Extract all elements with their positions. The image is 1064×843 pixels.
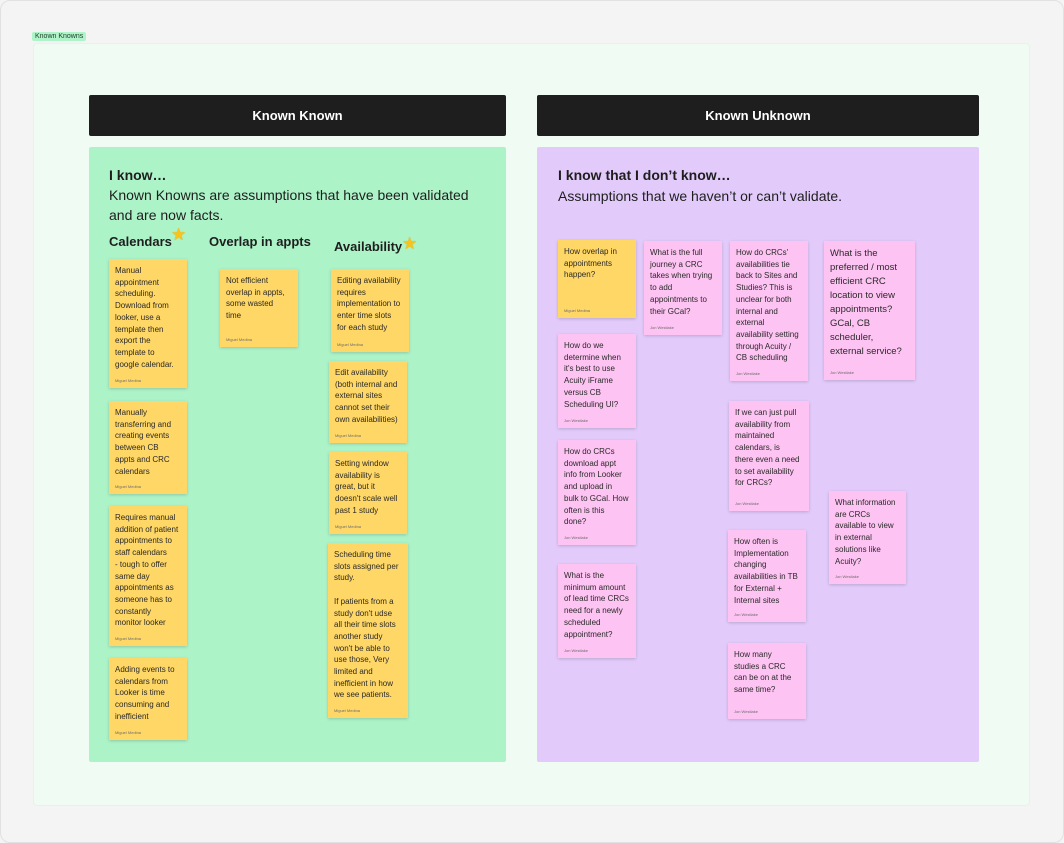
sticky-author: Miguel Medina xyxy=(564,308,591,313)
column-heading-availability: Availability xyxy=(334,239,403,254)
sticky-note[interactable]: If we can just pull availability from ma… xyxy=(729,401,809,511)
sticky-text: Setting window availability is great, bu… xyxy=(335,459,398,515)
header-known-known[interactable]: Known Known xyxy=(89,95,506,136)
panel-heading-unknown: I know that I don’t know… xyxy=(558,167,731,183)
section-label[interactable]: Known Knowns xyxy=(32,32,87,41)
sticky-author: Jon Westlake xyxy=(734,612,758,617)
sticky-note[interactable]: Editing availability requires implementa… xyxy=(331,269,409,352)
sticky-note[interactable]: Scheduling time slots assigned per study… xyxy=(328,543,408,718)
sticky-text: Edit availability (both internal and ext… xyxy=(335,368,398,424)
sticky-text: Manually transferring and creating event… xyxy=(115,408,172,476)
sticky-text: What is the full journey a CRC takes whe… xyxy=(650,248,713,316)
sticky-text: How overlap in appointments happen? xyxy=(564,247,617,280)
sticky-note[interactable]: What is the minimum amount of lead time … xyxy=(558,564,636,658)
sticky-text: How do CRCs' availabilities tie back to … xyxy=(736,248,799,363)
sticky-note[interactable]: Manual appointment scheduling. Download … xyxy=(109,259,187,388)
sticky-text: Manual appointment scheduling. Download … xyxy=(115,266,174,369)
sticky-author: Jon Westlake xyxy=(736,371,760,376)
sticky-text: What is the minimum amount of lead time … xyxy=(564,571,629,639)
sticky-text: What is the preferred / most efficient C… xyxy=(830,248,902,357)
sticky-author: Miguel Medina xyxy=(115,378,142,383)
sticky-author: Jon Westlake xyxy=(735,501,759,506)
sticky-note[interactable]: How do we determine when it's best to us… xyxy=(558,334,636,428)
sticky-note[interactable]: Adding events to calendars from Looker i… xyxy=(109,658,187,740)
header-known-unknown[interactable]: Known Unknown xyxy=(537,95,979,136)
panel-description-known: Known Knowns are assumptions that have b… xyxy=(109,187,469,223)
sticky-note[interactable]: How overlap in appointments happen? Migu… xyxy=(558,240,636,318)
column-heading-calendars: Calendars xyxy=(109,234,172,249)
sticky-author: Jon Westlake xyxy=(835,574,859,579)
sticky-text: How often is Implementation changing ava… xyxy=(734,537,798,605)
sticky-author: Miguel Medina xyxy=(335,524,362,529)
panel-description-unknown: Assumptions that we haven’t or can’t val… xyxy=(558,188,843,204)
sticky-note[interactable]: What is the preferred / most efficient C… xyxy=(824,241,915,380)
sticky-text: Requires manual addition of patient appo… xyxy=(115,513,179,628)
star-icon: ★ xyxy=(402,234,418,253)
sticky-text: How do CRCs download appt info from Look… xyxy=(564,447,629,527)
sticky-author: Miguel Medina xyxy=(337,342,364,347)
sticky-text: What information are CRCs available to v… xyxy=(835,498,896,566)
sticky-note[interactable]: Not efficient overlap in appts, some was… xyxy=(220,269,298,347)
column-heading-overlap: Overlap in appts xyxy=(209,234,311,249)
sticky-text: How do we determine when it's best to us… xyxy=(564,341,621,409)
sticky-note[interactable]: Edit availability (both internal and ext… xyxy=(329,361,407,443)
panel-heading-known: I know… xyxy=(109,167,167,183)
sticky-text: If we can just pull availability from ma… xyxy=(735,408,800,488)
sticky-author: Jon Westlake xyxy=(564,648,588,653)
sticky-author: Miguel Medina xyxy=(335,433,362,438)
sticky-note[interactable]: What information are CRCs available to v… xyxy=(829,491,906,584)
sticky-author: Jon Westlake xyxy=(734,709,758,714)
sticky-note[interactable]: Manually transferring and creating event… xyxy=(109,401,187,494)
sticky-author: Jon Westlake xyxy=(564,418,588,423)
sticky-note[interactable]: Setting window availability is great, bu… xyxy=(329,452,407,534)
sticky-note[interactable]: How do CRCs download appt info from Look… xyxy=(558,440,636,545)
sticky-author: Jon Westlake xyxy=(564,535,588,540)
sticky-author: Miguel Medina xyxy=(334,708,361,713)
sticky-note[interactable]: How do CRCs' availabilities tie back to … xyxy=(730,241,808,381)
sticky-author: Miguel Medina xyxy=(115,484,142,489)
sticky-note[interactable]: What is the full journey a CRC takes whe… xyxy=(644,241,722,335)
sticky-note[interactable]: How often is Implementation changing ava… xyxy=(728,530,806,622)
sticky-note[interactable]: Requires manual addition of patient appo… xyxy=(109,506,187,646)
sticky-text: Editing availability requires implementa… xyxy=(337,276,401,332)
sticky-text: Scheduling time slots assigned per study… xyxy=(334,550,399,700)
sticky-note[interactable]: How many studies a CRC can be on at the … xyxy=(728,643,806,719)
sticky-text: Not efficient overlap in appts, some was… xyxy=(226,276,285,321)
sticky-author: Jon Westlake xyxy=(830,370,854,375)
star-icon: ★ xyxy=(171,225,187,244)
sticky-text: Adding events to calendars from Looker i… xyxy=(115,665,175,721)
sticky-author: Jon Westlake xyxy=(650,325,674,330)
sticky-author: Miguel Medina xyxy=(226,337,253,342)
sticky-text: How many studies a CRC can be on at the … xyxy=(734,650,792,695)
sticky-author: Miguel Medina xyxy=(115,636,142,641)
sticky-author: Miguel Medina xyxy=(115,730,142,735)
